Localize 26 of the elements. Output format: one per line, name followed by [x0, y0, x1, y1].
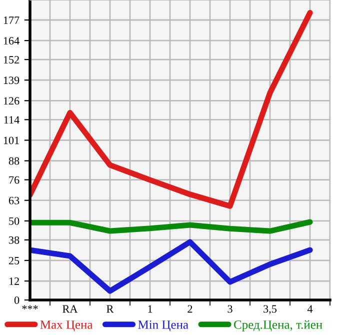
y-tick-label: 164	[4, 37, 20, 45]
y-tick-label: 25	[8, 256, 20, 264]
y-tick-label: 126	[4, 97, 20, 105]
y-tick-label: 38	[9, 236, 20, 244]
x-tick-label: RA	[62, 305, 78, 313]
y-tick-label: 101	[4, 136, 19, 144]
y-tick-label: 63	[8, 196, 20, 204]
y-tick-label: 114	[4, 116, 20, 124]
y-tick-label: 88	[8, 157, 20, 165]
y-tick-label: 152	[4, 56, 19, 64]
legend-label: Max Цена	[40, 320, 93, 332]
y-tick-label: 50	[9, 217, 20, 225]
x-tick-label: R	[106, 305, 114, 313]
x-tick-label: 1	[148, 305, 152, 313]
y-tick-label: 0	[14, 296, 20, 304]
x-tick-label: 4	[307, 305, 313, 313]
y-tick-label: 139	[4, 76, 20, 84]
x-tick-label: 2	[188, 305, 192, 313]
legend-label: Min Цена	[138, 320, 188, 332]
y-tick-label: 76	[9, 176, 20, 184]
y-tick-label: 177	[4, 16, 20, 24]
x-tick-label: 3	[228, 305, 232, 313]
x-tick-label: ***	[22, 305, 38, 310]
x-tick-label: 3,5	[264, 305, 277, 314]
legend-label: Сред.Цена, т.йен	[234, 320, 322, 332]
y-tick-label: 12	[9, 278, 19, 285]
